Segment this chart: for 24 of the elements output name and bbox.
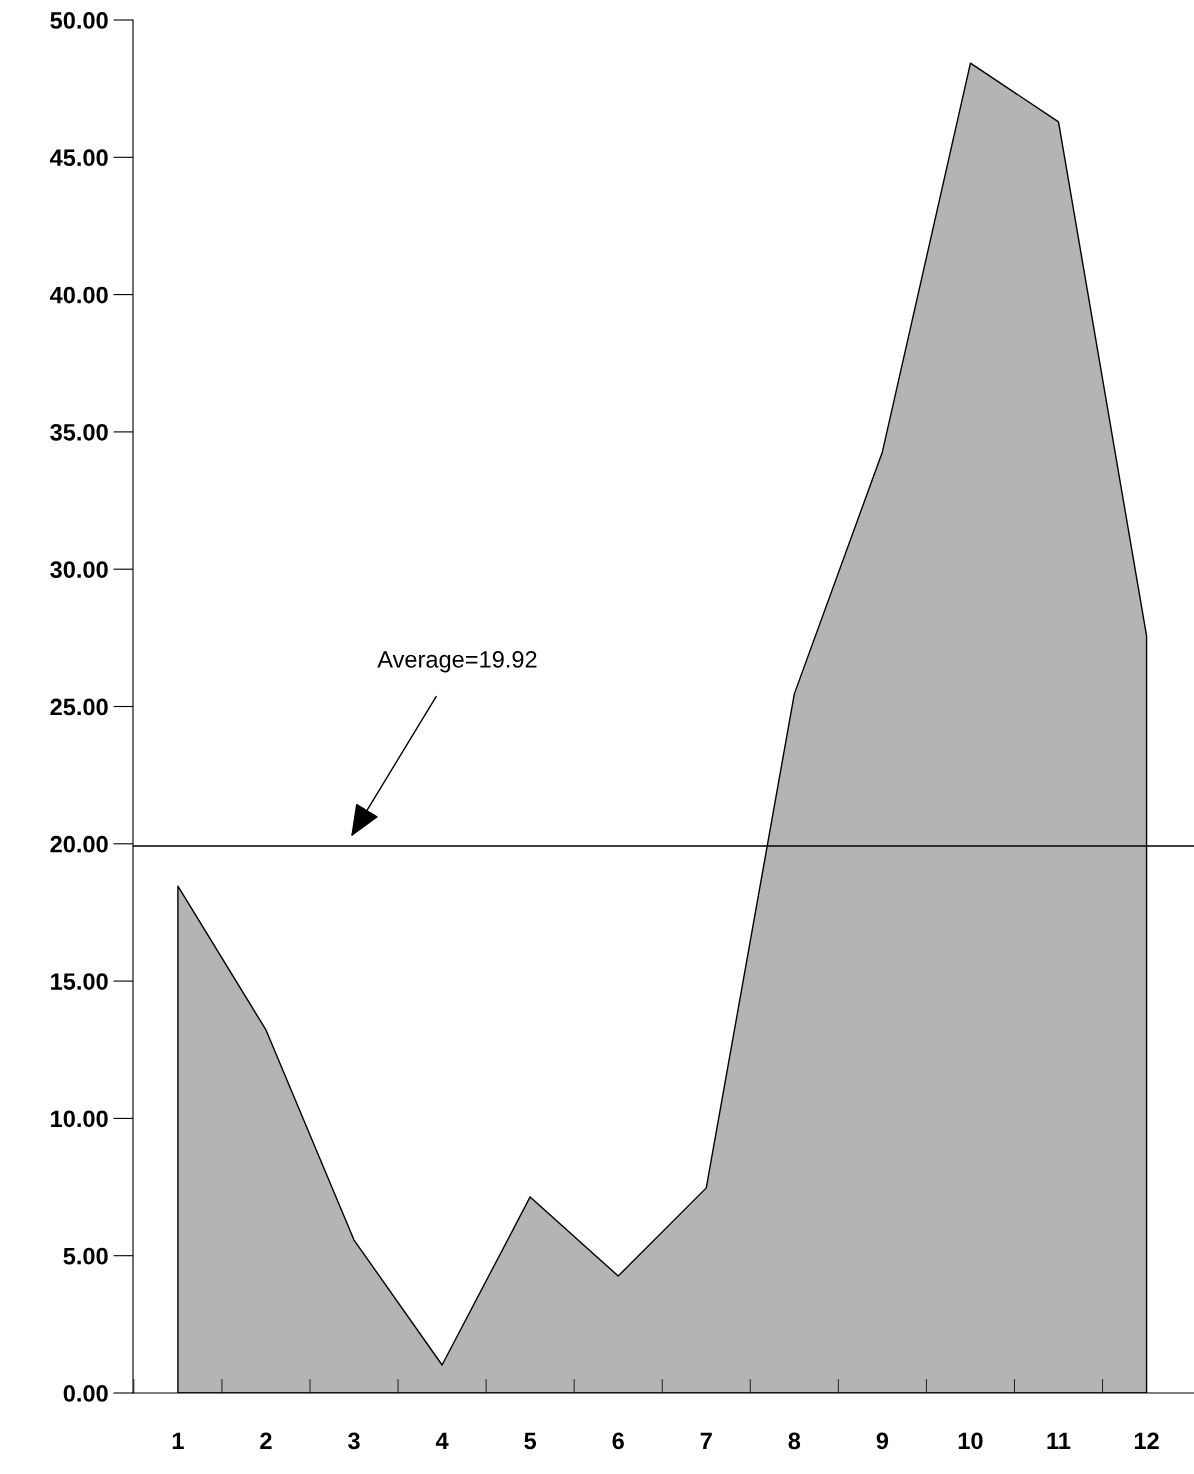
y-tick-label: 40.00 — [49, 286, 108, 304]
x-tick-label: 6 — [612, 1432, 624, 1450]
x-tick-label: 5 — [524, 1432, 537, 1450]
x-tick-label: 12 — [1134, 1432, 1159, 1449]
y-tick-label: 20.00 — [50, 835, 108, 853]
x-tick-label: 8 — [788, 1432, 801, 1450]
y-tick-label: 35.00 — [50, 423, 108, 441]
x-tick-label: 4 — [435, 1432, 449, 1449]
x-tick-label: 3 — [348, 1432, 360, 1450]
x-tick-label: 2 — [260, 1432, 272, 1449]
x-tick-label: 7 — [700, 1432, 712, 1449]
y-tick-label: 5.00 — [63, 1247, 108, 1265]
ref-line-label: Average=19.92 — [377, 651, 537, 673]
x-tick-label: 11 — [1047, 1432, 1071, 1449]
y-tick-label: 0.00 — [63, 1385, 108, 1402]
x-tick-label: 1 — [172, 1432, 184, 1449]
y-tick-label: 15.00 — [51, 973, 108, 990]
y-tick-label: 10.00 — [51, 1110, 108, 1128]
y-tick-label: 45.00 — [49, 149, 108, 167]
x-tick-label: 9 — [876, 1432, 889, 1450]
y-tick-label: 25.00 — [50, 698, 108, 716]
y-tick-label: 30.00 — [50, 561, 108, 579]
y-tick-label: 50.00 — [50, 12, 108, 29]
x-tick-label: 10 — [958, 1432, 983, 1450]
